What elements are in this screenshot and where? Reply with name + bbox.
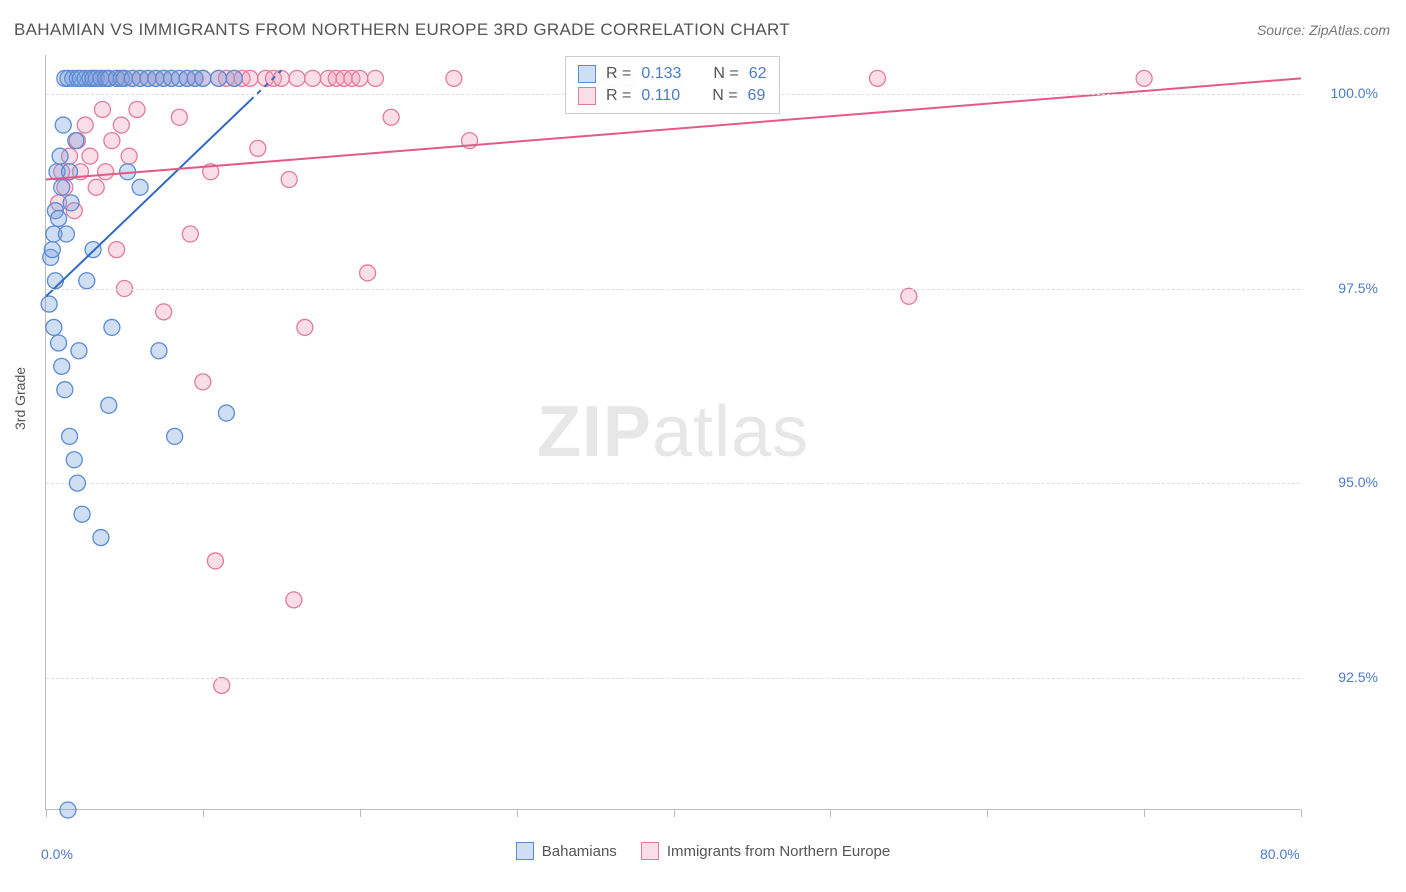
chart-svg: [46, 55, 1300, 809]
stats-swatch-2: [578, 87, 596, 105]
source-attribution: Source: ZipAtlas.com: [1257, 22, 1390, 38]
x-tick-label: 80.0%: [1260, 846, 1300, 862]
legend-bottom: Bahamians Immigrants from Northern Europ…: [0, 842, 1406, 860]
stats-swatch-1: [578, 65, 596, 83]
legend-label-2: Immigrants from Northern Europe: [667, 843, 890, 860]
y-tick-label: 92.5%: [1338, 669, 1378, 685]
stats-row-1: R = 0.133 N = 62: [578, 63, 767, 85]
chart-header: BAHAMIAN VS IMMIGRANTS FROM NORTHERN EUR…: [0, 0, 1406, 50]
stats-legend-box: R = 0.133 N = 62 R = 0.110 N = 69: [565, 56, 780, 114]
y-axis-label: 3rd Grade: [12, 367, 28, 430]
stats-n-label: N =: [713, 65, 738, 83]
stats-r-label: R =: [606, 87, 631, 105]
legend-swatch-2: [641, 842, 659, 860]
chart-title: BAHAMIAN VS IMMIGRANTS FROM NORTHERN EUR…: [14, 20, 790, 40]
plot-area: ZIPatlas: [45, 55, 1300, 810]
stats-n-value-2: 69: [748, 87, 766, 105]
stats-r-label: R =: [606, 65, 631, 83]
stats-n-label: N =: [712, 87, 737, 105]
legend-label-1: Bahamians: [542, 843, 617, 860]
legend-item-1: Bahamians: [516, 842, 617, 860]
legend-item-2: Immigrants from Northern Europe: [641, 842, 890, 860]
stats-r-value-1: 0.133: [641, 65, 681, 83]
legend-swatch-1: [516, 842, 534, 860]
stats-n-value-1: 62: [749, 65, 767, 83]
x-tick-label: 0.0%: [41, 846, 73, 862]
stats-r-value-2: 0.110: [641, 87, 680, 105]
y-tick-label: 100.0%: [1331, 85, 1378, 101]
y-tick-label: 95.0%: [1338, 474, 1378, 490]
y-tick-label: 97.5%: [1338, 280, 1378, 296]
stats-row-2: R = 0.110 N = 69: [578, 85, 767, 107]
